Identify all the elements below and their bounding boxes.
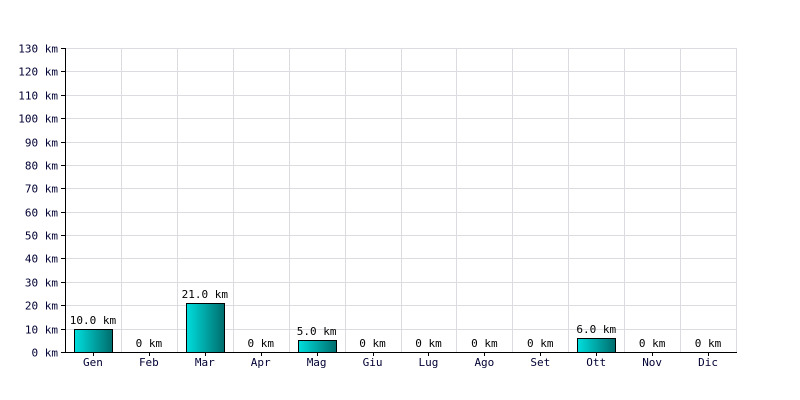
bar-mag	[298, 340, 337, 353]
data-label: 0 km	[695, 337, 722, 350]
y-tick-label: 70 km	[25, 183, 58, 196]
x-tick-label: Set	[530, 356, 550, 369]
x-axis-tick-labels: Gen Feb Mar Apr Mag Giu Lug Ago Set Ott Nov Dic	[83, 356, 718, 369]
bar-gen	[74, 329, 113, 353]
x-tick-label: Mag	[307, 356, 327, 369]
axes	[61, 48, 737, 356]
data-label: 5.0 km	[297, 325, 337, 338]
data-label: 6.0 km	[576, 323, 616, 336]
bars	[74, 303, 616, 353]
data-label: 10.0 km	[70, 314, 117, 327]
data-label: 0 km	[471, 337, 498, 350]
y-tick-label: 20 km	[25, 300, 58, 313]
y-tick-label: 100 km	[18, 113, 58, 126]
data-label: 0 km	[136, 337, 163, 350]
data-label: 0 km	[639, 337, 666, 350]
y-tick-label: 80 km	[25, 160, 58, 173]
data-label: 0 km	[415, 337, 442, 350]
y-tick-label: 10 km	[25, 324, 58, 337]
y-tick-label: 40 km	[25, 253, 58, 266]
y-tick-label: 110 km	[18, 90, 58, 103]
y-tick-label: 30 km	[25, 277, 58, 290]
y-tick-label: 50 km	[25, 230, 58, 243]
x-tick-label: Feb	[139, 356, 159, 369]
data-label: 0 km	[527, 337, 554, 350]
x-tick-label: Lug	[419, 356, 439, 369]
bar-ott	[577, 338, 616, 353]
x-tick-label: Dic	[698, 356, 718, 369]
y-tick-label: 130 km	[18, 43, 58, 56]
data-label: 21.0 km	[182, 288, 229, 301]
bar-mar	[186, 303, 225, 353]
x-tick-label: Mar	[195, 356, 215, 369]
x-tick-label: Nov	[642, 356, 662, 369]
grid	[65, 48, 737, 352]
y-tick-label: 90 km	[25, 137, 58, 150]
y-tick-label: 60 km	[25, 207, 58, 220]
x-tick-label: Ott	[586, 356, 606, 369]
x-tick-label: Gen	[83, 356, 103, 369]
data-label: 0 km	[359, 337, 386, 350]
y-tick-label: 0 km	[32, 347, 59, 360]
x-tick-label: Apr	[251, 356, 271, 369]
x-tick-label: Ago	[474, 356, 494, 369]
data-label: 0 km	[247, 337, 274, 350]
x-tick-label: Giu	[363, 356, 383, 369]
y-tick-label: 120 km	[18, 66, 58, 79]
y-axis-tick-labels: 0 km 10 km 20 km 30 km 40 km 50 km 60 km 70 km 8…	[18, 43, 58, 360]
data-labels: 10.0 km 0 km 21.0 km 0 km 5.0 km 0 km 0 km 0 km…	[70, 288, 722, 350]
